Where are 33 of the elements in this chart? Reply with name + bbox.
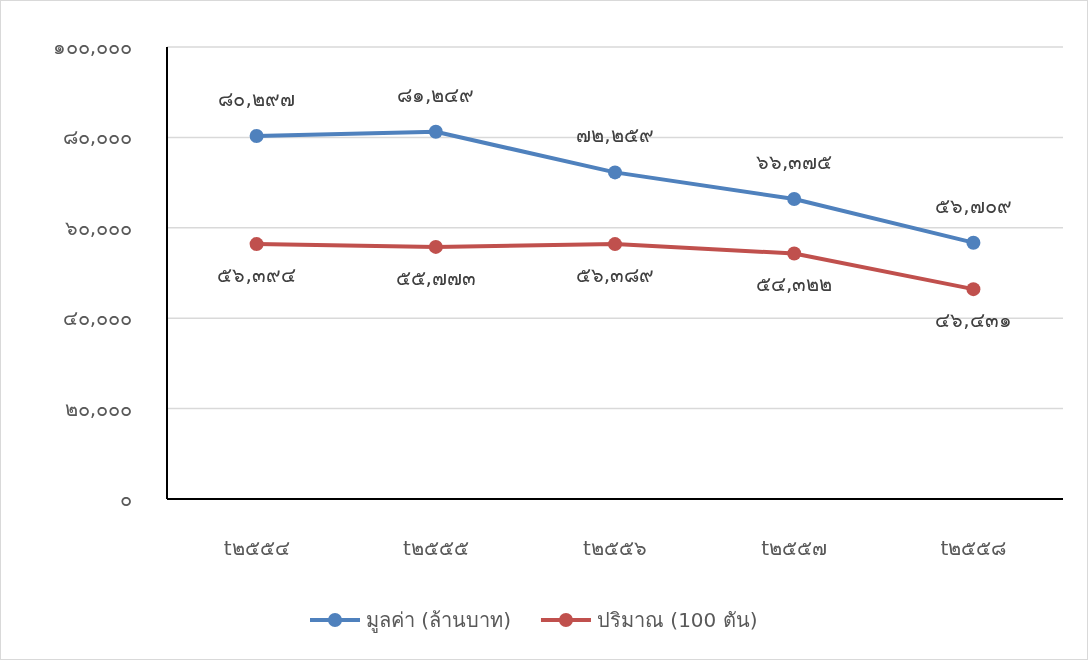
y-tick-label: ๔๐,๐๐๐ xyxy=(62,306,132,331)
x-tick-label: t๒๕๕๘ xyxy=(940,536,1007,560)
point xyxy=(608,237,622,252)
x-tick-label: t๒๕๕๖ xyxy=(583,536,647,560)
point xyxy=(428,124,443,139)
x-tick-label: t๒๕๕๗ xyxy=(761,536,828,560)
data-label: ๕๔,๓๒๒ xyxy=(756,272,833,297)
point xyxy=(787,191,802,206)
y-tick-label: ๑๐๐,๐๐๐ xyxy=(52,35,132,59)
point xyxy=(966,282,981,297)
data-label: ๕๕,๗๗๓ xyxy=(395,265,476,290)
point xyxy=(249,237,264,252)
data-label: ๕๖,๓๘๙ xyxy=(575,263,655,288)
legend-label: มูลค่า (ล้านบาท) xyxy=(366,608,511,633)
data-label: ๔๖,๔๓๑ xyxy=(935,308,1012,333)
y-tick-label: ๘๐,๐๐๐ xyxy=(62,125,132,150)
point xyxy=(428,239,443,254)
point xyxy=(966,235,981,250)
y-tick-label: ๒๐,๐๐๐ xyxy=(64,396,132,421)
y-tick-label: ๖๐,๐๐๐ xyxy=(64,215,132,240)
data-label: ๘๑,๒๔๙ xyxy=(397,82,475,107)
x-tick-label: t๒๕๕๕ xyxy=(402,536,469,560)
data-label: ๖๖,๓๗๕ xyxy=(756,149,833,174)
data-label: ๕๖,๓๙๔ xyxy=(217,263,296,288)
data-label: ๘๐,๒๙๗ xyxy=(218,87,295,112)
data-label: ๕๖,๗๐๙ xyxy=(935,193,1012,218)
point xyxy=(608,165,622,180)
y-tick-label: ๐ xyxy=(120,487,132,511)
point xyxy=(787,246,802,261)
legend-label: ปริมาณ (100 ตัน) xyxy=(596,608,758,632)
point xyxy=(249,129,264,144)
data-label: ๗๒,๒๕๙ xyxy=(576,123,654,148)
x-tick-label: t๒๕๕๔ xyxy=(223,536,290,560)
